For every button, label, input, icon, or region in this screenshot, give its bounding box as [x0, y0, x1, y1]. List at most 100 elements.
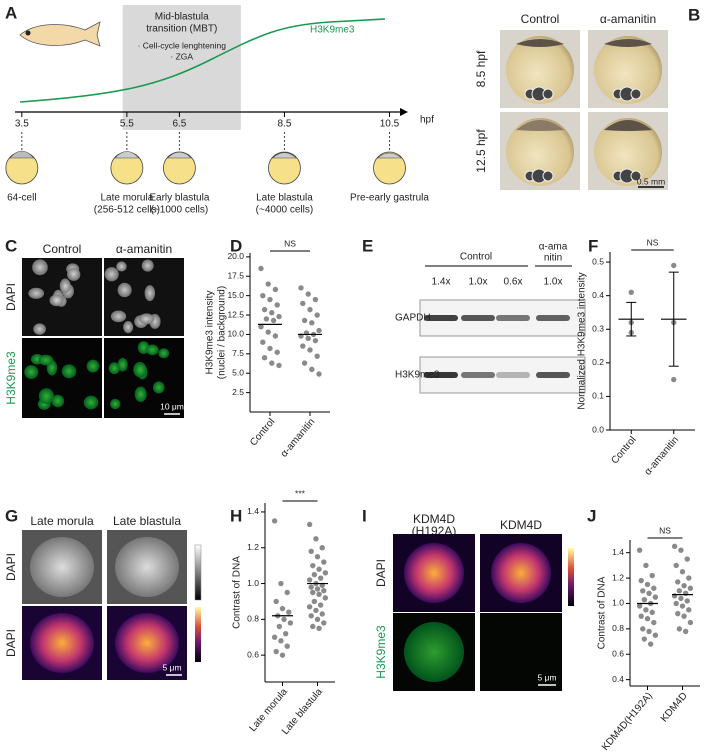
- data-point: [640, 588, 646, 594]
- data-point: [271, 518, 278, 524]
- data-point: [687, 585, 694, 591]
- nucleus: [146, 344, 159, 356]
- data-point: [312, 337, 319, 344]
- y-tick-label: 0.6: [612, 649, 624, 659]
- row-label: DAPI: [4, 283, 18, 311]
- nucleus: [33, 323, 46, 335]
- column-label: α-amanitin: [600, 12, 656, 26]
- data-point: [274, 302, 280, 308]
- data-point: [313, 536, 319, 542]
- data-point: [641, 596, 648, 603]
- embryo-photo: [506, 118, 574, 186]
- data-point: [307, 347, 313, 353]
- y-tick-label: 0.8: [247, 614, 259, 624]
- data-point: [652, 632, 659, 638]
- band: [536, 372, 570, 378]
- data-point: [638, 577, 644, 584]
- x-tick-label: 3.5: [15, 119, 29, 130]
- nucleus: [49, 294, 64, 307]
- y-tick-label: 1.4: [247, 506, 259, 516]
- embryo-photo: [594, 118, 662, 186]
- nucleus: [86, 359, 100, 373]
- row-label: DAPI: [4, 629, 18, 657]
- data-point: [681, 583, 687, 589]
- oil-droplet: [630, 170, 642, 182]
- scale-label: 5 μm: [162, 662, 181, 672]
- data-point: [265, 281, 271, 287]
- data-point: [643, 562, 649, 569]
- mbt-title: transition (MBT): [146, 24, 217, 35]
- embryo: [373, 151, 406, 185]
- data-point: [646, 628, 652, 635]
- column-label: Late morula: [30, 514, 94, 528]
- stage-label: 64-cell: [7, 193, 36, 204]
- data-point: [308, 548, 314, 555]
- lane-label: 1.0x: [544, 277, 563, 288]
- data-point: [316, 566, 322, 572]
- column-label: KDM4D: [413, 512, 455, 526]
- data-point: [687, 619, 694, 626]
- row-label: 8.5 hpf: [474, 50, 488, 87]
- y-tick-label: 0.3: [592, 323, 604, 333]
- data-point: [675, 579, 681, 585]
- x-tick-label: Control: [609, 435, 638, 467]
- data-point: [317, 575, 324, 581]
- panel-letter: C: [5, 236, 17, 255]
- data-point: [676, 626, 683, 632]
- data-point: [684, 598, 690, 604]
- oil-droplet: [542, 170, 554, 182]
- data-point: [267, 345, 273, 352]
- data-point: [322, 595, 329, 601]
- embryo: [268, 151, 301, 185]
- data-point: [260, 292, 266, 299]
- data-point: [321, 620, 327, 626]
- data-point: [309, 366, 315, 373]
- data-point: [279, 605, 286, 612]
- nucleus: [24, 365, 39, 379]
- band: [536, 315, 570, 321]
- data-point: [314, 312, 320, 318]
- nucleus: [30, 613, 94, 673]
- y-axis-label: Normalized H3K9me3 intensity: [577, 272, 588, 409]
- data-point: [260, 339, 266, 345]
- x-tick-label: α-amanitin: [642, 435, 681, 478]
- panel-letter: A: [5, 3, 17, 22]
- panel-letter: G: [5, 506, 18, 525]
- panel-letter: I: [362, 506, 367, 525]
- oil-droplet: [630, 88, 642, 100]
- data-point: [678, 547, 684, 553]
- data-point: [640, 626, 646, 632]
- x-tick-label: α-amanitin: [279, 417, 318, 460]
- nucleus: [61, 364, 77, 379]
- nucleus: [133, 361, 147, 378]
- blastoderm: [114, 151, 140, 159]
- data-point: [273, 598, 279, 605]
- scale-label: 5 μm: [537, 672, 556, 682]
- nucleus: [38, 388, 54, 405]
- x-tick-label: KDM4D: [659, 691, 690, 725]
- data-point: [646, 590, 652, 597]
- embryo-photo: [594, 36, 662, 104]
- data-point: [311, 598, 318, 605]
- data-point: [298, 285, 304, 291]
- data-point: [258, 265, 264, 272]
- row-label: 12.5 hpf: [474, 129, 488, 173]
- data-point: [652, 594, 659, 600]
- y-tick-label: 0.0: [592, 424, 604, 434]
- y-tick-label: 0.1: [592, 391, 604, 401]
- data-point: [273, 648, 279, 655]
- data-point: [649, 572, 655, 579]
- blastoderm: [166, 151, 193, 159]
- data-point: [269, 310, 275, 316]
- y-tick-label: 0.6: [247, 649, 259, 659]
- data-point: [644, 616, 651, 622]
- group-label: Control: [460, 252, 492, 263]
- nucleus: [104, 267, 119, 282]
- stage-label: (~1000 cells): [151, 205, 209, 216]
- significance-label: ***: [295, 488, 306, 498]
- data-point: [673, 562, 679, 569]
- y-tick-label: 7.5: [232, 348, 244, 358]
- y-tick-label: 2.5: [232, 387, 244, 397]
- y-axis-label: Contrast of DNA: [597, 576, 608, 649]
